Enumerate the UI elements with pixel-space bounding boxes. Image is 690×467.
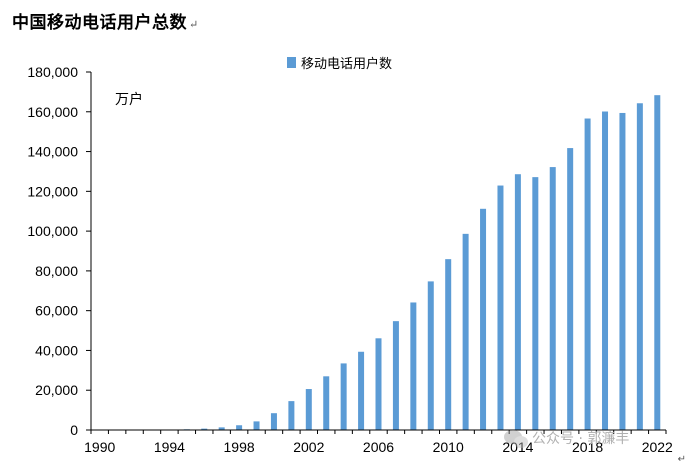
legend-label: 移动电话用户数 <box>301 56 392 72</box>
chart-title: 中国移动电话用户总数 ↵ <box>12 8 199 33</box>
watermark-text: 公众号 · 郭濂丰 <box>532 430 629 447</box>
bar-2000 <box>270 413 277 430</box>
chart-title-text: 中国移动电话用户总数 <box>12 13 187 33</box>
bar-2008 <box>410 302 417 430</box>
legend-swatch <box>287 57 296 68</box>
bar-2007 <box>392 321 399 430</box>
y-tick-label: 40,000 <box>35 342 78 358</box>
bar-2002 <box>305 389 312 430</box>
bar-2001 <box>288 401 295 430</box>
bar-2013 <box>497 185 504 430</box>
x-tick-label: 2018 <box>572 439 603 455</box>
bar-1997 <box>218 427 225 430</box>
bar-2021 <box>636 103 643 430</box>
bar-2019 <box>602 111 609 430</box>
x-tick-label: 2014 <box>502 439 533 455</box>
bar-1996 <box>201 428 208 430</box>
wechat-watermark-icon <box>504 430 528 448</box>
bar-1999 <box>253 421 260 430</box>
y-tick-label: 100,000 <box>27 223 78 239</box>
y-tick-label: 0 <box>70 422 78 438</box>
y-tick-label: 20,000 <box>35 382 78 398</box>
y-tick-label: 160,000 <box>27 104 78 120</box>
bar-2011 <box>462 233 469 430</box>
x-tick-label: 1998 <box>224 439 255 455</box>
bar-2005 <box>358 351 365 430</box>
bar-2014 <box>514 174 521 430</box>
bar-2012 <box>480 208 487 430</box>
y-tick-label: 120,000 <box>27 183 78 199</box>
y-tick-label: 80,000 <box>35 263 78 279</box>
unit-label: 万户 <box>115 91 143 108</box>
bar-2009 <box>427 281 434 430</box>
bar-2004 <box>340 363 347 430</box>
x-tick-label: 2022 <box>642 439 673 455</box>
bar-2018 <box>584 118 591 431</box>
x-tick-label: 2006 <box>363 439 394 455</box>
bar-2020 <box>619 112 626 431</box>
x-tick-label: 2010 <box>433 439 464 455</box>
x-tick-label: 1994 <box>154 439 185 455</box>
y-tick-label: 140,000 <box>27 144 78 160</box>
axes <box>86 71 667 434</box>
return-mark-icon: ↵ <box>189 18 199 31</box>
y-tick-labels: 0 20,000 40,000 60,000 80,000 100,000 120,000 1… <box>27 64 78 438</box>
y-tick-label: 60,000 <box>35 303 78 319</box>
bar-2006 <box>375 338 382 430</box>
bar-2016 <box>549 167 556 430</box>
x-tick-label: 2002 <box>293 439 324 455</box>
x-tick-label: 1990 <box>84 439 115 455</box>
bar-2015 <box>532 177 539 430</box>
bar-group <box>96 95 661 431</box>
bar-2003 <box>323 376 330 430</box>
bar-2010 <box>445 259 452 430</box>
x-tick-labels: 1990 1994 1998 2002 2006 2010 2014 2018 2022 <box>84 439 673 455</box>
return-mark-icon: ↵ <box>677 454 686 465</box>
bar-2017 <box>567 148 574 430</box>
bar-2022 <box>654 95 661 431</box>
bar-1998 <box>236 425 243 430</box>
y-tick-label: 180,000 <box>27 64 78 80</box>
